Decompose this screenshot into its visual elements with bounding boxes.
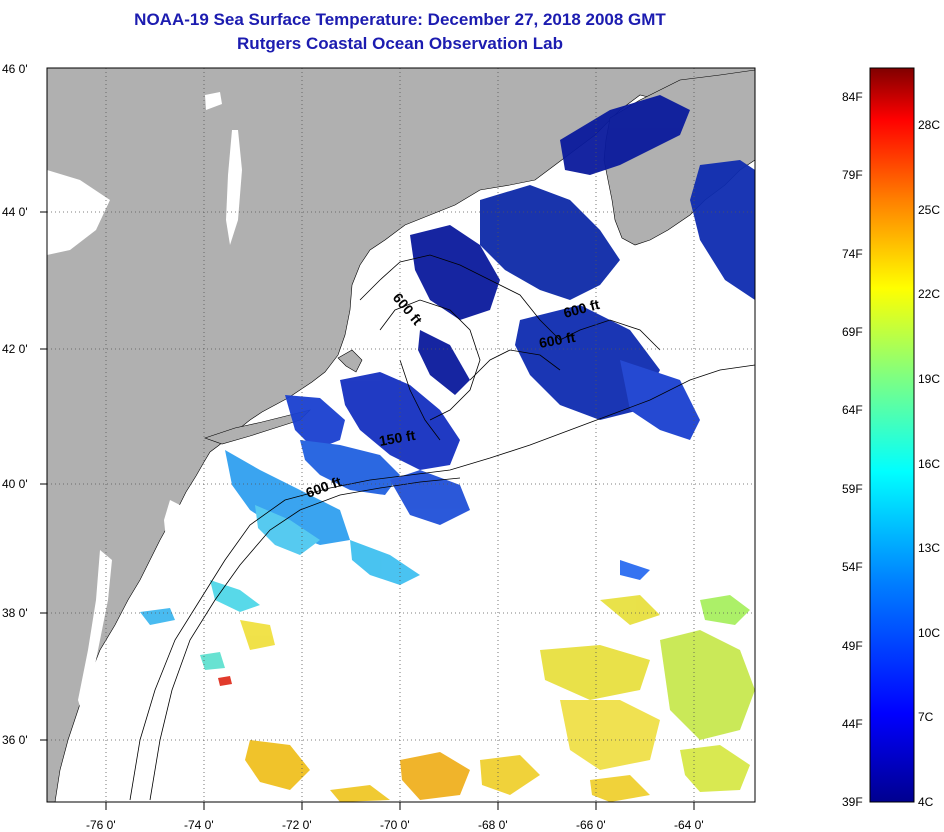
colorbar-f-label: 64F — [842, 403, 863, 417]
colorbar-f-label: 39F — [842, 795, 863, 809]
colorbar-c-label: 4C — [918, 795, 934, 809]
small-lake — [205, 92, 222, 110]
sst-cold-water — [285, 95, 755, 525]
lon-label: -64 0' — [674, 818, 704, 832]
chesapeake-bay — [78, 550, 112, 720]
lat-label: 40 0' — [2, 477, 28, 491]
colorbar-c-label: 10C — [918, 626, 940, 640]
depth-label: 150 ft — [378, 427, 417, 449]
lon-label: -70 0' — [380, 818, 410, 832]
map-frame — [46, 67, 756, 803]
lat-label: 46 0' — [2, 62, 28, 76]
bathymetry-contours — [129, 254, 755, 801]
lat-label: 36 0' — [2, 733, 28, 747]
colorbar-f-label: 79F — [842, 168, 863, 182]
map-subtitle: Rutgers Coastal Ocean Observation Lab — [237, 34, 563, 53]
colorbar-c-label: 13C — [918, 541, 940, 555]
lon-label: -74 0' — [184, 818, 214, 832]
colorbar-c-label: 28C — [918, 118, 940, 132]
lat-label: 38 0' — [2, 606, 28, 620]
lon-label: -72 0' — [282, 818, 312, 832]
colorbar-f-label: 54F — [842, 560, 863, 574]
lat-label: 42 0' — [2, 342, 28, 356]
colorbar-c-label: 7C — [918, 710, 934, 724]
map-title: NOAA-19 Sea Surface Temperature: Decembe… — [134, 10, 666, 29]
lon-label: -76 0' — [86, 818, 116, 832]
colorbar-c-label: 16C — [918, 457, 940, 471]
axis-ticks — [40, 211, 695, 810]
lake-champlain — [226, 130, 242, 245]
colorbar-f-label: 69F — [842, 325, 863, 339]
sst-warm-water — [218, 595, 755, 802]
colorbar-f-label: 59F — [842, 482, 863, 496]
lon-label: -66 0' — [576, 818, 606, 832]
colorbar-f-label: 74F — [842, 247, 863, 261]
colorbar-f-label: 84F — [842, 90, 863, 104]
lake-ontario-edge — [47, 170, 110, 255]
lat-label: 44 0' — [2, 205, 28, 219]
colorbar-c-label: 19C — [918, 372, 940, 386]
colorbar-c-label: 22C — [918, 287, 940, 301]
sst-mid-water — [140, 450, 650, 670]
colorbar-c-label: 25C — [918, 203, 940, 217]
lon-label: -68 0' — [478, 818, 508, 832]
colorbar — [869, 67, 915, 803]
delaware-bay — [164, 500, 180, 540]
colorbar-f-label: 49F — [842, 639, 863, 653]
depth-label: 600 ft — [538, 329, 577, 351]
colorbar-f-label: 44F — [842, 717, 863, 731]
land-cape-cod — [337, 349, 363, 373]
